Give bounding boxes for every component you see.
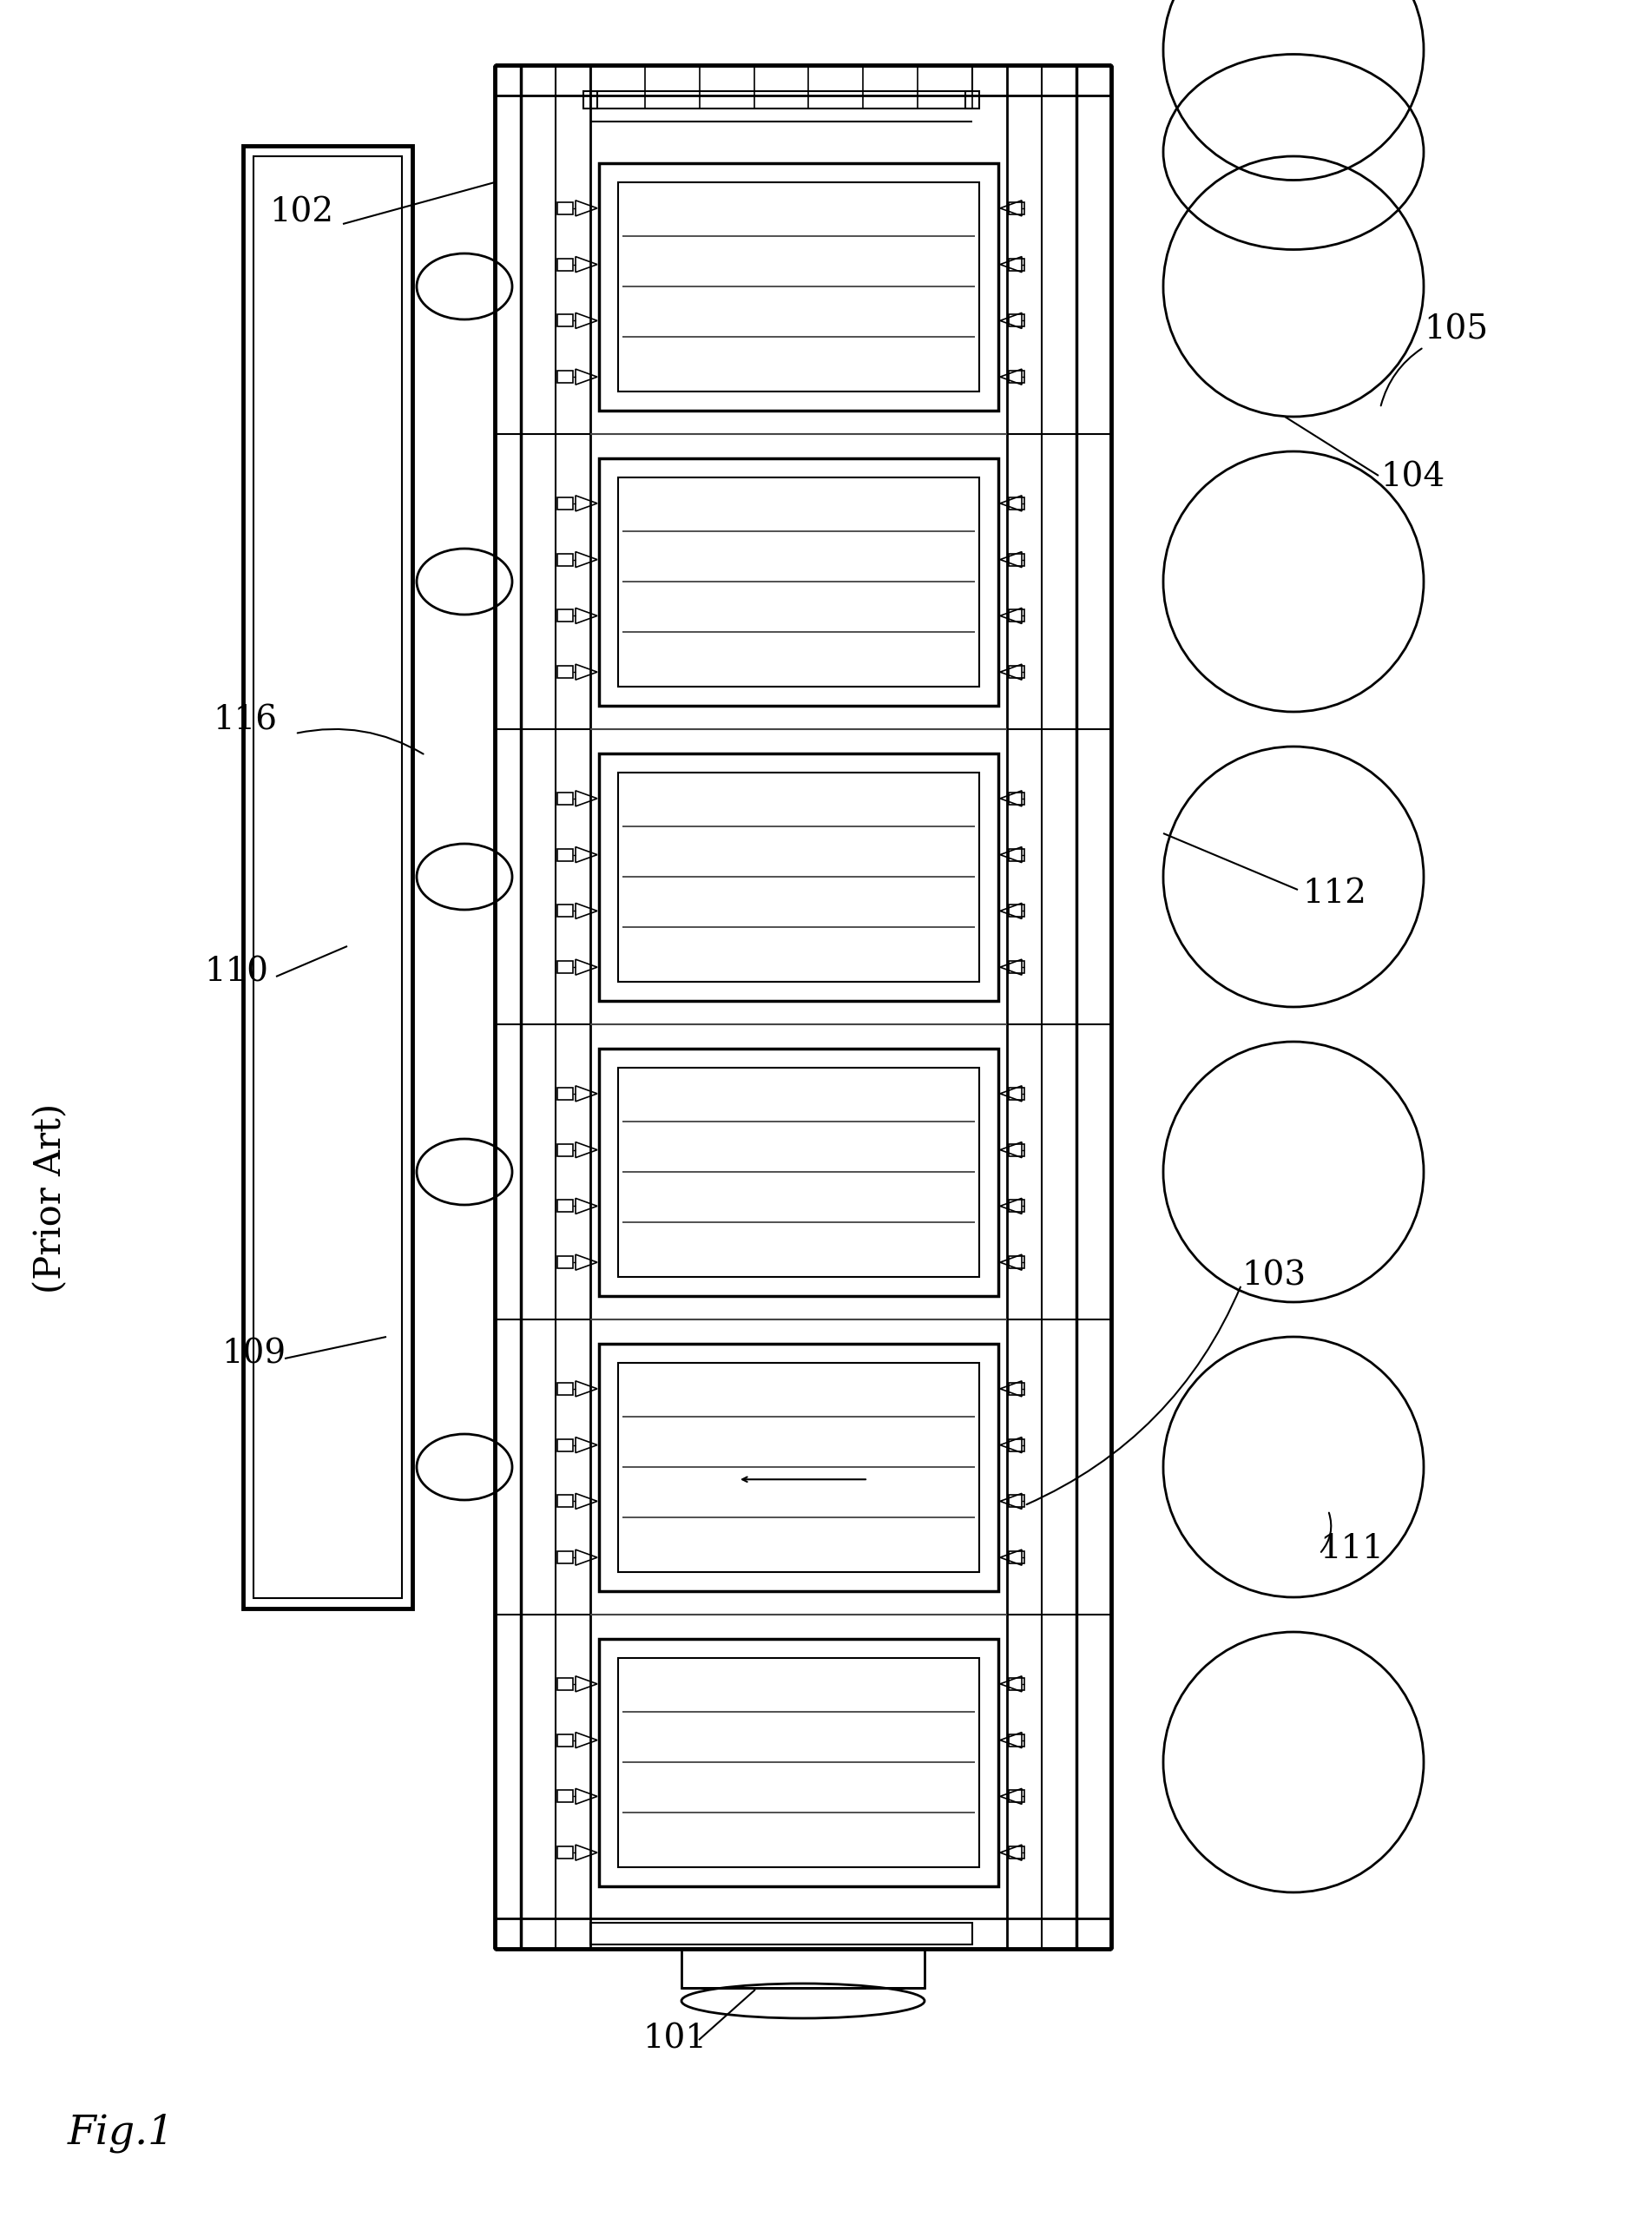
Bar [557,1087,573,1101]
Bar [557,792,573,805]
Bar [557,1382,573,1396]
Bar [1009,1552,1024,1564]
Bar [600,1637,998,1886]
Bar [618,772,980,982]
Bar [557,1678,573,1689]
Bar [618,1658,980,1866]
Bar [557,1790,573,1803]
Bar [1009,904,1024,917]
Bar [618,1362,980,1573]
Text: 101: 101 [643,2024,707,2056]
Bar [557,611,573,622]
Bar [557,315,573,327]
Bar [965,92,980,110]
Bar [557,201,573,215]
Bar [1009,1143,1024,1157]
Bar [253,157,401,1597]
Bar [1009,1382,1024,1396]
Bar [557,1199,573,1212]
Text: Fig.1: Fig.1 [68,2114,175,2154]
Bar [557,1494,573,1508]
Bar [1009,1846,1024,1859]
Bar [618,181,980,391]
Bar [590,65,973,92]
Bar [1009,1087,1024,1101]
Bar [618,1067,980,1277]
Bar [1009,1438,1024,1452]
Bar [1009,848,1024,861]
Text: 111: 111 [1320,1532,1384,1566]
Text: 109: 109 [221,1338,286,1369]
Bar [600,1344,998,1591]
Text: 105: 105 [1424,313,1488,344]
Text: (Prior Art): (Prior Art) [31,1103,69,1293]
Bar [600,1049,998,1295]
Text: 110: 110 [203,955,268,989]
Text: 104: 104 [1381,461,1446,492]
Bar [618,476,980,687]
Bar [1009,667,1024,678]
Bar [1009,1199,1024,1212]
Bar [557,1552,573,1564]
Bar [1009,1678,1024,1689]
Bar [1009,497,1024,510]
Bar [557,371,573,383]
Bar [496,1919,1112,1948]
Bar [1009,1257,1024,1268]
Bar [1009,792,1024,805]
Bar [1009,962,1024,973]
Bar [1009,257,1024,271]
Bar [557,1846,573,1859]
Bar [557,1143,573,1157]
Text: 102: 102 [269,197,334,228]
Bar [557,1438,573,1452]
Bar [1009,1790,1024,1803]
Bar [557,497,573,510]
Bar [557,667,573,678]
Bar [1009,371,1024,383]
Bar [1009,1494,1024,1508]
Bar [557,1734,573,1747]
Bar [1009,553,1024,566]
Bar [590,1924,973,1944]
Text: 103: 103 [1241,1259,1305,1291]
Bar [243,145,413,1608]
Bar [600,163,998,409]
Bar [583,92,598,110]
Bar [557,848,573,861]
Bar [557,553,573,566]
Bar [682,1948,925,1989]
Text: 112: 112 [1302,877,1366,910]
Bar [1009,1734,1024,1747]
Bar [600,754,998,1000]
Bar [557,1257,573,1268]
Text: 116: 116 [213,705,278,736]
Bar [496,65,1112,96]
Bar [557,962,573,973]
Bar [557,257,573,271]
Bar [600,459,998,705]
Bar [1009,611,1024,622]
Bar [1009,315,1024,327]
Bar [557,904,573,917]
Bar [1009,201,1024,215]
